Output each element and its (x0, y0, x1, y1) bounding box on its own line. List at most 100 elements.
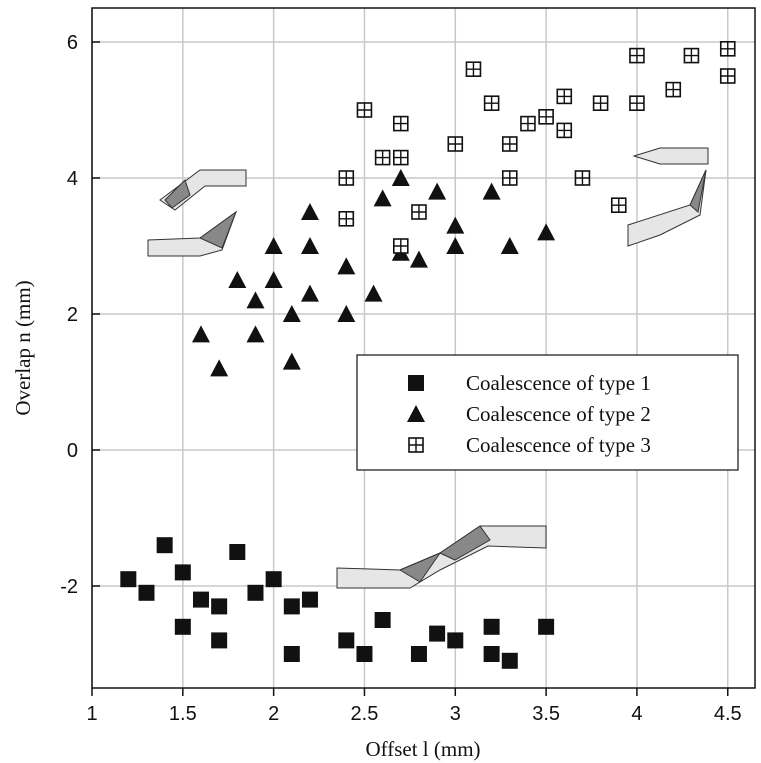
triangle-marker (264, 237, 283, 254)
crossed-square-marker (447, 136, 464, 152)
marker-cross (611, 198, 626, 213)
square-marker (538, 618, 555, 635)
x-tick-label: 1 (86, 703, 97, 725)
marker-cross (502, 137, 517, 151)
triangle-marker (407, 405, 425, 422)
marker-cross (502, 171, 517, 185)
plot-frame (91, 7, 756, 689)
square-marker (211, 598, 228, 615)
marker-cross (720, 69, 735, 83)
marker-cross (393, 150, 408, 165)
triangle-marker (246, 325, 265, 343)
square-marker (120, 571, 137, 588)
marker-cross (666, 82, 681, 97)
square-marker (138, 584, 155, 601)
triangle-marker (500, 237, 519, 254)
square-marker (429, 625, 446, 642)
square-marker (283, 598, 300, 615)
legend-label: Coalescence of type 1 (466, 371, 651, 395)
marker-cross (629, 96, 644, 111)
x-tick-label: 1.5 (169, 703, 197, 725)
marker-cross (484, 96, 499, 111)
marker-cross (411, 205, 426, 219)
y-tick-label: 4 (67, 168, 78, 190)
x-axis-label: Offset l (mm) (365, 737, 480, 761)
triangle-marker (482, 182, 501, 200)
triangle-marker (446, 237, 465, 254)
crossed-square-marker (411, 204, 427, 220)
square-marker (247, 584, 264, 601)
crossed-square-marker (683, 47, 700, 64)
crossed-square-marker (356, 102, 373, 118)
x-tick-label: 2 (268, 703, 279, 725)
triangle-marker (337, 257, 356, 275)
marker-cross (575, 171, 590, 185)
marker-cross (720, 41, 735, 56)
crossed-square-marker (719, 40, 736, 57)
crossed-square-marker (719, 68, 736, 84)
crossed-square-marker (338, 170, 355, 186)
triangle-marker (300, 203, 319, 220)
axes: 1 1.5 2 2.5 3 3.5 4 4.5 -2 0 2 4 6 (60, 32, 741, 725)
triangle-marker (228, 271, 247, 288)
square-marker (408, 375, 424, 391)
inset-sketch-left (147, 169, 247, 257)
crossed-square-marker (338, 211, 355, 227)
crossed-square-marker (592, 95, 609, 111)
crossed-square-marker (610, 197, 627, 213)
square-marker (483, 618, 500, 635)
marker-cross (339, 211, 354, 226)
triangle-marker (337, 305, 356, 322)
x-tick-label: 4 (631, 703, 642, 725)
square-marker (174, 618, 191, 635)
crossed-square-marker (392, 115, 409, 132)
marker-cross (339, 171, 354, 185)
triangle-marker (246, 291, 265, 309)
x-tick-label: 2.5 (351, 703, 379, 725)
square-marker (483, 646, 500, 662)
x-tick-label: 4.5 (714, 703, 742, 725)
x-tick-label: 3.5 (532, 703, 560, 725)
legend-label: Coalescence of type 3 (466, 433, 651, 457)
square-marker (374, 612, 391, 628)
marker-cross (520, 116, 535, 131)
marker-cross (393, 116, 408, 131)
square-marker (356, 646, 373, 662)
marker-cross (357, 103, 372, 117)
legend-label: Coalescence of type 2 (466, 402, 651, 426)
inset-sketch-bottom (336, 525, 547, 589)
crossed-square-marker (501, 136, 518, 152)
triangle-marker (428, 182, 447, 200)
square-marker (501, 652, 518, 669)
crossed-square-marker (556, 122, 573, 139)
square-marker (192, 591, 209, 608)
marker-cross (448, 137, 463, 151)
square-marker (410, 646, 427, 662)
crossed-square-marker (629, 95, 645, 111)
crossed-square-marker (392, 238, 409, 254)
square-marker (211, 632, 228, 649)
grid (91, 8, 755, 688)
square-marker (265, 571, 282, 588)
triangle-marker (264, 271, 283, 288)
triangle-marker (300, 237, 319, 254)
marker-cross (409, 438, 423, 452)
x-tick-label: 3 (450, 703, 461, 725)
marker-cross (684, 48, 699, 63)
marker-cross (557, 89, 572, 104)
triangle-marker (409, 250, 428, 268)
square-marker (447, 632, 464, 649)
triangle-marker (191, 325, 210, 343)
triangle-marker (537, 223, 556, 241)
crossed-square-marker (392, 149, 409, 166)
data-marks (120, 40, 736, 669)
crossed-square-marker (665, 81, 682, 98)
crossed-square-marker (520, 115, 536, 132)
triangle-marker (446, 216, 465, 234)
square-marker (301, 591, 318, 608)
triangle-marker (282, 352, 301, 370)
marker-cross (393, 239, 408, 253)
marker-cross (629, 48, 644, 63)
marker-cross (466, 62, 481, 77)
